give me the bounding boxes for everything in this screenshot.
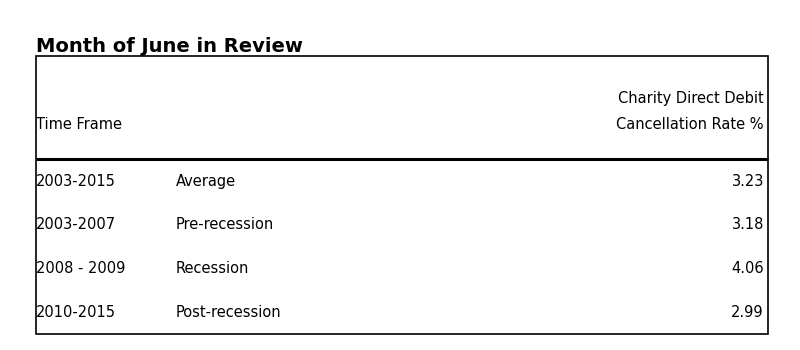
Text: Pre-recession: Pre-recession (176, 217, 274, 232)
Text: 2010-2015: 2010-2015 (36, 305, 116, 320)
Text: Month of June in Review: Month of June in Review (36, 37, 303, 56)
Text: 4.06: 4.06 (731, 261, 764, 276)
Text: Average: Average (176, 174, 236, 189)
Text: Recession: Recession (176, 261, 250, 276)
Text: 3.23: 3.23 (732, 174, 764, 189)
Text: 2008 - 2009: 2008 - 2009 (36, 261, 126, 276)
Text: Post-recession: Post-recession (176, 305, 282, 320)
Text: 3.18: 3.18 (732, 217, 764, 232)
Text: 2.99: 2.99 (731, 305, 764, 320)
Text: Charity Direct Debit: Charity Direct Debit (618, 91, 764, 106)
Text: Time Frame: Time Frame (36, 117, 122, 132)
Text: Cancellation Rate %: Cancellation Rate % (617, 117, 764, 132)
Text: 2003-2007: 2003-2007 (36, 217, 116, 232)
Text: 2003-2015: 2003-2015 (36, 174, 116, 189)
